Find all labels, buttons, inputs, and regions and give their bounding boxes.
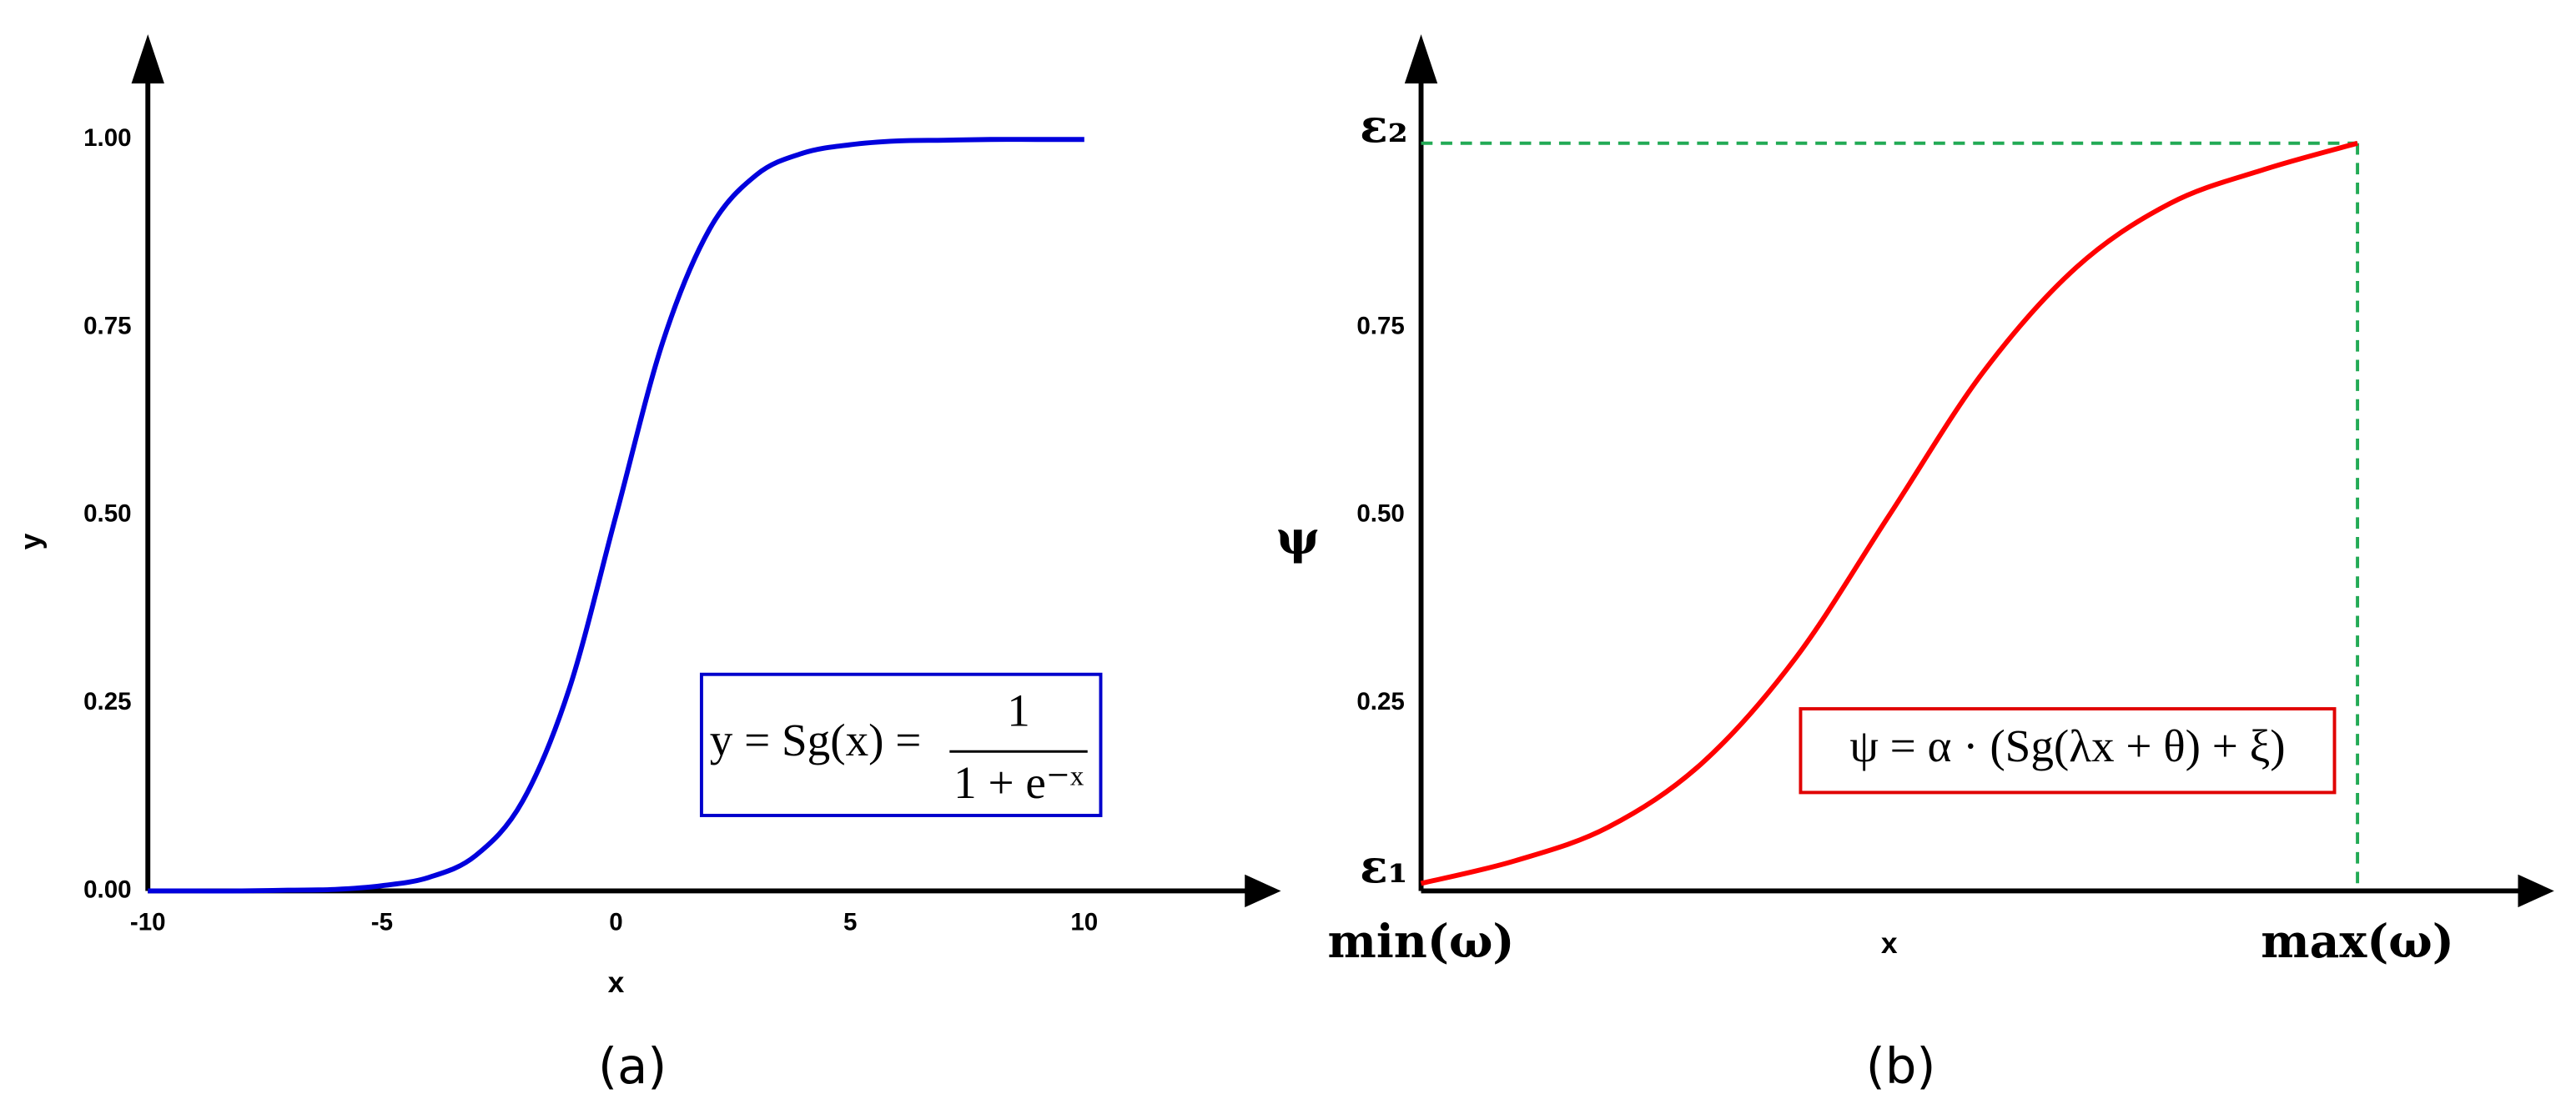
- y-tick-label: 0.00: [83, 876, 131, 903]
- y-tick-label: 0.75: [1356, 312, 1404, 339]
- x-tick-label: -5: [371, 909, 393, 936]
- y-tick-label: 0.25: [83, 688, 131, 715]
- x-tick-label: max(ω): [2261, 914, 2454, 968]
- formula-denominator: 1 + e⁻ˣ: [953, 757, 1084, 808]
- x-axis-arrow: [2518, 874, 2554, 908]
- y-tick-label: 0.50: [83, 500, 131, 528]
- caption: (b): [1866, 1037, 1936, 1095]
- x-axis-label: x: [608, 966, 625, 999]
- x-axis-label: x: [1881, 926, 1898, 960]
- formula-lhs: y = Sg(x) =: [710, 715, 922, 765]
- y-axis-arrow: [131, 34, 164, 84]
- formula-box: [1799, 707, 2337, 795]
- x-tick-label: 10: [1070, 909, 1098, 936]
- curve: [1420, 140, 2358, 886]
- x-tick-label: -10: [130, 909, 166, 936]
- y-tick-label: 1.00: [83, 124, 131, 152]
- x-tick-label: min(ω): [1328, 914, 1515, 968]
- x-tick-label: 0: [609, 909, 622, 936]
- x-axis-arrow: [1245, 874, 1281, 908]
- y-tick-label: ε₂: [1360, 99, 1408, 153]
- y-tick-label: 0.50: [1356, 500, 1404, 528]
- y-axis-arrow: [1404, 34, 1438, 84]
- y-axis-label: y: [14, 533, 48, 549]
- y-axis-label: ψ: [1276, 510, 1320, 565]
- formula: ψ = α · (Sg(λx + θ) + ξ): [1849, 720, 2285, 771]
- formula-box: [699, 672, 1103, 817]
- caption: (a): [598, 1037, 667, 1095]
- curve: [148, 137, 1084, 894]
- x-tick-label: 5: [843, 909, 857, 936]
- y-tick-label: 0.75: [83, 312, 131, 339]
- y-tick-label: ε₁: [1360, 839, 1408, 893]
- formula-numerator: 1: [1007, 685, 1030, 736]
- y-tick-label: 0.25: [1356, 688, 1404, 715]
